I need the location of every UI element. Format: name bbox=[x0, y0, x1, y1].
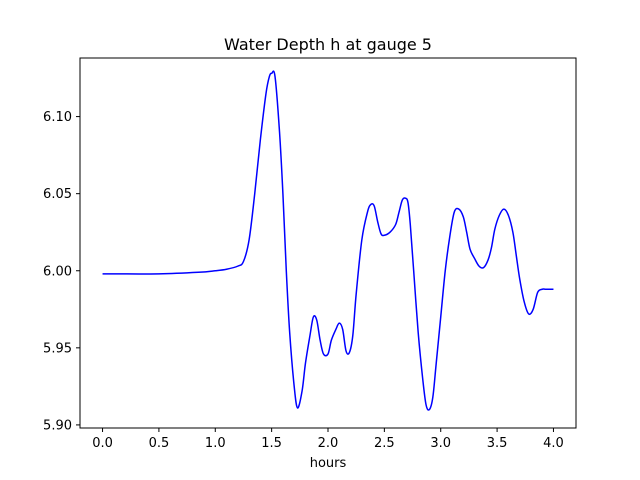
x-tick-label: 0.5 bbox=[149, 436, 170, 451]
x-axis: 0.0 0.5 1.0 1.5 2.0 2.5 3.0 3.5 4.0 bbox=[92, 428, 564, 451]
y-tick-label: 5.95 bbox=[43, 341, 72, 356]
chart-title: Water Depth h at gauge 5 bbox=[224, 35, 432, 54]
x-tick-label: 1.5 bbox=[261, 436, 282, 451]
series-line-0 bbox=[102, 70, 554, 411]
y-tick-label: 5.90 bbox=[43, 418, 72, 433]
y-tick-label: 6.05 bbox=[43, 187, 72, 202]
plot-frame bbox=[79, 57, 577, 429]
x-tick-label: 1.0 bbox=[205, 436, 226, 451]
y-tick-label: 6.00 bbox=[43, 264, 72, 279]
y-tick-label: 6.10 bbox=[43, 110, 72, 125]
x-tick-label: 3.0 bbox=[430, 436, 451, 451]
plot-area bbox=[102, 70, 554, 411]
x-tick-label: 3.5 bbox=[487, 436, 508, 451]
y-axis: 5.90 5.95 6.00 6.05 6.10 bbox=[43, 110, 80, 433]
x-tick-label: 2.5 bbox=[374, 436, 395, 451]
x-axis-label: hours bbox=[310, 456, 347, 471]
x-tick-label: 4.0 bbox=[543, 436, 564, 451]
x-tick-label: 0.0 bbox=[92, 436, 113, 451]
x-tick-label: 2.0 bbox=[318, 436, 339, 451]
